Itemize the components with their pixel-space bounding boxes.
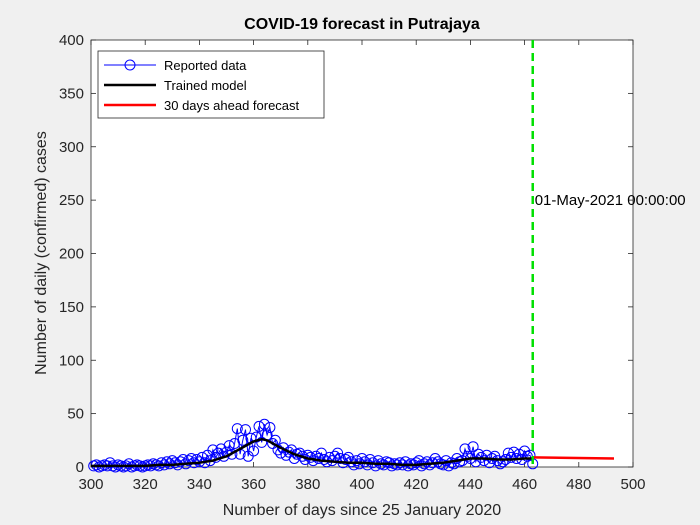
- y-tick-label: 400: [59, 32, 84, 49]
- x-tick-label: 480: [566, 476, 591, 493]
- reported-point: [361, 459, 373, 471]
- chart-title: COVID-19 forecast in Putrajaya: [244, 16, 480, 33]
- legend: Reported data Trained model 30 days ahea…: [97, 50, 325, 119]
- reported-point: [351, 455, 363, 467]
- series-forecast-line: [532, 456, 615, 460]
- x-tick-label: 360: [241, 476, 266, 493]
- x-tick-label: 340: [187, 476, 212, 493]
- reported-point: [174, 456, 186, 468]
- x-tick-label: 500: [620, 476, 645, 493]
- reported-point: [226, 448, 238, 460]
- x-tick-label: 400: [349, 476, 374, 493]
- x-tick-label: 300: [78, 476, 103, 493]
- y-tick-label: 250: [59, 192, 84, 209]
- ticks: 300 320 340 360 380 400 420 440 460 480 500 0 50 100 1…: [59, 32, 646, 493]
- reported-point: [207, 444, 219, 456]
- reported-point: [237, 434, 249, 446]
- reported-point: [451, 453, 463, 464]
- reported-point: [223, 440, 235, 452]
- reported-point: [481, 449, 493, 461]
- x-tick-label: 460: [512, 476, 537, 493]
- legend-label-forecast: 30 days ahead forecast: [164, 98, 300, 113]
- plot-layer: [88, 40, 615, 473]
- y-axis-label: Number of daily (confirmed) cases: [33, 131, 50, 375]
- y-tick-label: 350: [59, 85, 84, 102]
- reported-point: [370, 460, 382, 472]
- y-tick-label: 300: [59, 139, 84, 156]
- reported-point: [240, 424, 251, 436]
- reported-point: [231, 423, 243, 435]
- reported-point: [191, 454, 203, 465]
- reported-point: [161, 456, 173, 468]
- y-tick-label: 150: [59, 299, 84, 316]
- reported-point: [258, 418, 270, 430]
- x-tick-label: 440: [458, 476, 483, 493]
- x-tick-label: 420: [404, 476, 429, 493]
- reported-point: [478, 455, 490, 467]
- y-tick-label: 0: [76, 459, 84, 476]
- x-tick-label: 380: [295, 476, 320, 493]
- reported-point: [462, 450, 474, 462]
- reported-point: [340, 454, 352, 465]
- reported-point: [332, 447, 344, 459]
- reported-point: [467, 441, 479, 453]
- y-tick-label: 100: [59, 352, 84, 369]
- reported-point: [508, 446, 520, 458]
- reported-point: [156, 457, 167, 469]
- legend-label-reported: Reported data: [164, 58, 247, 73]
- series-trained-line: [91, 437, 533, 468]
- reported-point: [264, 422, 276, 433]
- reported-point: [253, 420, 265, 432]
- reported-point: [248, 445, 260, 457]
- reported-point: [459, 443, 471, 455]
- y-tick-label: 50: [67, 406, 84, 423]
- x-axis-label: Number of days since 25 January 2020: [223, 502, 501, 519]
- reported-point: [386, 460, 398, 472]
- reported-point: [169, 457, 181, 469]
- reported-point: [256, 436, 268, 448]
- reported-point: [183, 455, 195, 467]
- legend-label-trained: Trained model: [164, 78, 247, 93]
- reported-point: [410, 457, 422, 469]
- y-tick-label: 200: [59, 246, 84, 263]
- reported-point: [123, 458, 135, 470]
- reported-point: [283, 446, 295, 458]
- x-tick-label: 320: [133, 476, 158, 493]
- date-annotation: 01-May-2021 00:00:00: [535, 192, 686, 209]
- reported-point: [505, 451, 517, 463]
- reported-point: [524, 449, 536, 461]
- reported-point: [267, 438, 279, 449]
- legend-marker-reported: [124, 59, 136, 71]
